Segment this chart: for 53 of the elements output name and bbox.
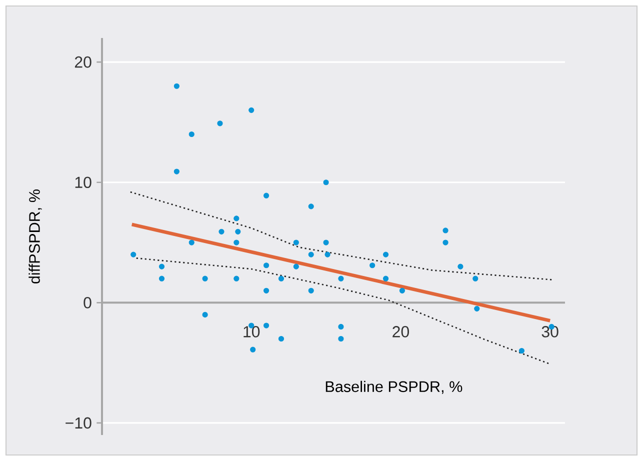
point — [323, 240, 329, 246]
point — [338, 324, 344, 330]
y-tick-label: −10 — [66, 417, 92, 429]
point — [218, 228, 224, 234]
point — [518, 348, 524, 354]
point — [130, 252, 136, 258]
point — [399, 288, 406, 294]
point — [324, 252, 330, 258]
point — [293, 264, 299, 270]
point — [472, 276, 478, 282]
y-tick-label: 0 — [84, 297, 92, 308]
point — [382, 276, 389, 282]
point — [338, 276, 344, 282]
point — [234, 240, 240, 246]
point — [338, 336, 344, 342]
x-tick-label: 20 — [392, 326, 409, 338]
point — [382, 252, 389, 258]
point — [474, 306, 480, 312]
point — [188, 131, 194, 138]
y-tick-label: 20 — [74, 56, 92, 68]
x-axis-title: Baseline PSPDR, % — [326, 380, 462, 394]
y-tick-label: 10 — [75, 176, 92, 188]
point — [263, 192, 270, 198]
point — [234, 216, 240, 222]
point — [442, 228, 448, 234]
point — [202, 312, 208, 318]
point — [278, 276, 284, 282]
x-tick-label: 10 — [244, 326, 260, 338]
point — [442, 240, 448, 246]
point — [263, 288, 270, 294]
point — [158, 276, 165, 282]
point — [188, 240, 194, 246]
y-axis-title: diffPSPDR, % — [28, 189, 42, 284]
point — [293, 240, 299, 246]
point — [174, 83, 180, 89]
point — [263, 322, 270, 328]
point — [263, 262, 270, 268]
point — [174, 168, 180, 174]
point — [235, 228, 241, 234]
point — [158, 264, 165, 270]
point — [248, 107, 254, 113]
point — [234, 276, 240, 282]
point — [250, 346, 256, 352]
point — [202, 276, 208, 282]
point — [278, 336, 284, 342]
point — [308, 204, 314, 210]
point — [217, 120, 223, 126]
line-series — [130, 191, 554, 280]
point — [458, 264, 464, 270]
point — [370, 262, 376, 268]
point — [308, 252, 314, 258]
point — [308, 288, 314, 294]
point — [323, 180, 329, 186]
